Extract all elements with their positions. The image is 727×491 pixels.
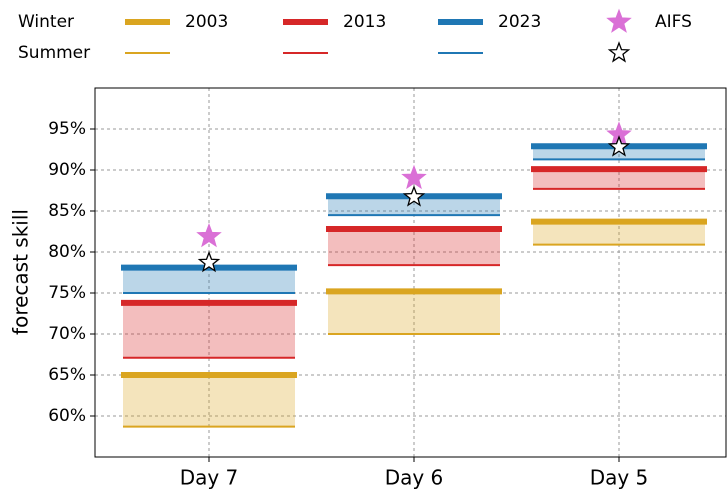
y-tick-label: 90%: [48, 160, 86, 180]
x-tick-label: Day 5: [590, 466, 649, 490]
y-tick-label: 95%: [48, 119, 86, 139]
band: [123, 302, 295, 358]
aifs-summer-star: [607, 135, 631, 157]
aifs-winter-star: [401, 164, 427, 190]
y-axis-label: forecast skill: [9, 209, 33, 335]
x-tick-label: Day 6: [385, 466, 444, 490]
band: [123, 267, 295, 293]
y-tick-label: 80%: [48, 242, 86, 262]
legend-row-label: Winter: [18, 12, 74, 32]
legend-label: 2003: [185, 12, 228, 32]
legend-label: 2023: [498, 12, 541, 32]
band: [328, 196, 500, 216]
band: [328, 291, 500, 334]
y-tick-label: 75%: [48, 283, 86, 303]
legend-aifs-summer: [607, 41, 631, 63]
band: [123, 375, 295, 427]
band: [533, 169, 705, 189]
band: [533, 146, 705, 160]
x-tick-label: Day 7: [180, 466, 239, 490]
band: [533, 221, 705, 245]
legend-label: 2013: [343, 12, 386, 32]
legend-label: AIFS: [655, 12, 692, 32]
y-tick-label: 85%: [48, 201, 86, 221]
legend-row-label: Summer: [18, 43, 90, 63]
y-tick-label: 60%: [48, 406, 86, 426]
aifs-summer-star: [402, 185, 426, 207]
y-tick-label: 70%: [48, 324, 86, 344]
y-tick-label: 65%: [48, 365, 86, 385]
aifs-summer-star: [197, 250, 221, 273]
plot-frame: [94, 87, 727, 458]
band: [328, 229, 500, 266]
legend-aifs-winter: [606, 8, 632, 33]
aifs-winter-star: [196, 222, 222, 248]
